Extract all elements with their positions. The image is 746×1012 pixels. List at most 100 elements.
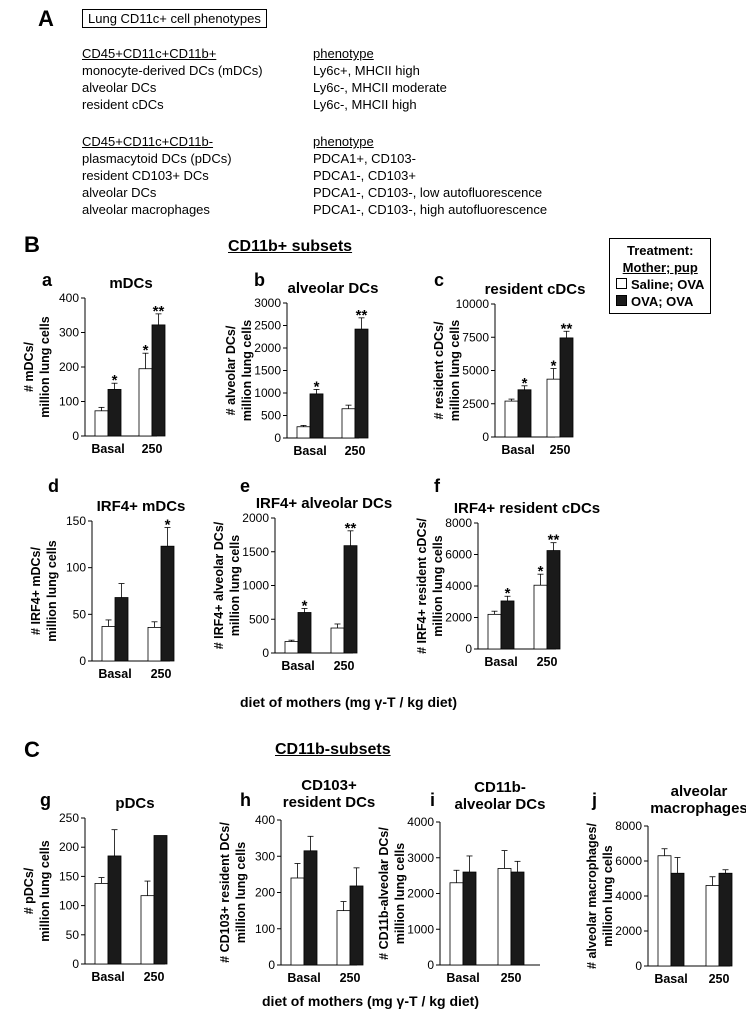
- significance-c-1-1: **: [561, 320, 573, 337]
- y-tick-label-h-0: 0: [268, 958, 275, 972]
- y-axis-label-c-1: million lung cells: [448, 320, 462, 421]
- y-axis-label-h-0: # CD103+ resident DCs/: [218, 822, 232, 963]
- y-tick-label-a-3: 300: [59, 326, 79, 340]
- significance-c-0-1: *: [551, 358, 557, 375]
- group1-phen-0: Ly6c+, MHCII high: [313, 63, 420, 78]
- x-axis-label-c: diet of mothers (mg γ-T / kg diet): [262, 993, 480, 1009]
- chart-title-h-1: resident DCs: [283, 794, 376, 811]
- x-axis-label-b: diet of mothers (mg γ-T / kg diet): [240, 694, 458, 710]
- y-tick-label-a-1: 100: [59, 395, 79, 409]
- bar-g-ova-1: [153, 835, 168, 965]
- y-axis-label-b-1: million lung cells: [240, 320, 254, 421]
- y-axis-label-e-0: # IRF4+ alveolar DCs/: [212, 521, 226, 649]
- y-tick-label-c-1: 2500: [462, 397, 489, 411]
- section-b-label: B: [24, 232, 40, 257]
- y-tick-label-i-4: 4000: [407, 815, 434, 829]
- group1-header: CD45+CD11c+CD11b+: [82, 46, 217, 61]
- x-tick-label-c-0: Basal: [501, 443, 534, 457]
- group2-phen-0: PDCA1+, CD103-: [313, 151, 416, 166]
- y-axis-label-d-0: # IRF4+ mDCs/: [29, 547, 43, 635]
- y-tick-label-i-1: 1000: [407, 922, 434, 936]
- y-tick-label-f-0: 0: [465, 642, 472, 656]
- y-tick-label-e-2: 1000: [242, 579, 269, 593]
- x-tick-label-i-0: Basal: [446, 971, 479, 985]
- y-tick-label-f-1: 2000: [445, 611, 472, 625]
- y-tick-label-e-1: 500: [249, 612, 269, 626]
- y-tick-label-i-3: 3000: [407, 851, 434, 865]
- y-axis-label-c-0: # resident cDCs/: [432, 321, 446, 419]
- y-axis-label-j-0: # alveolar macrophages/: [585, 823, 599, 969]
- section-c-label: C: [24, 737, 40, 762]
- legend-title: Treatment:: [626, 243, 694, 258]
- x-tick-label-j-1: 250: [709, 972, 730, 986]
- bar-j-ova-1: [718, 872, 733, 967]
- chart-title-i-1: alveolar DCs: [455, 796, 546, 813]
- significance-d-1-1: *: [165, 517, 171, 534]
- y-tick-label-j-4: 8000: [615, 819, 642, 833]
- x-tick-label-e-1: 250: [334, 659, 355, 673]
- y-tick-label-a-0: 0: [72, 429, 79, 443]
- x-tick-label-d-1: 250: [151, 667, 172, 681]
- significance-b-1-0: *: [314, 378, 320, 395]
- y-tick-label-f-3: 6000: [445, 548, 472, 562]
- group2-cell-3: alveolar macrophages: [82, 202, 210, 217]
- bar-j-saline-0: [657, 855, 672, 967]
- x-tick-label-f-0: Basal: [484, 655, 517, 669]
- chart-title-e: IRF4+ alveolar DCs: [256, 495, 392, 512]
- y-axis-label-g-1: million lung cells: [38, 840, 52, 941]
- group2-phen-2: PDCA1-, CD103-, low autofluorescence: [313, 185, 543, 200]
- chart-title-j-1: macrophages: [650, 800, 746, 817]
- y-axis-label-f-0: # IRF4+ resident cDCs/: [415, 518, 429, 654]
- group1-cell-2: resident cDCs: [82, 97, 164, 112]
- y-axis-label-j-1: million lung cells: [601, 845, 615, 946]
- phenotype-column-2: phenotype PDCA1+, CD103- PDCA1-, CD103+ …: [313, 133, 547, 218]
- y-axis-label-h-1: million lung cells: [234, 842, 248, 943]
- y-tick-label-i-2: 2000: [407, 887, 434, 901]
- x-tick-label-j-0: Basal: [654, 972, 687, 986]
- y-axis-label-e-1: million lung cells: [228, 535, 242, 636]
- legend-item-saline: Saline; OVA: [616, 276, 704, 293]
- y-axis-label-i-0: # CD11b-alveolar DCs/: [377, 827, 391, 960]
- group2-phen-3: PDCA1-, CD103-, high autofluorescence: [313, 202, 548, 217]
- phenotype-column-1: phenotype Ly6c+, MHCII high Ly6c-, MHCII…: [313, 45, 447, 113]
- y-axis-label-a-0: # mDCs/: [22, 341, 36, 392]
- y-tick-label-j-0: 0: [635, 959, 642, 973]
- bar-j-ova-0: [670, 872, 685, 967]
- y-tick-label-c-2: 5000: [462, 364, 489, 378]
- group2-phen-1: PDCA1-, CD103+: [313, 168, 416, 183]
- group2-cell-2: alveolar DCs: [82, 185, 157, 200]
- x-tick-label-e-0: Basal: [281, 659, 314, 673]
- group1-phenotype-header: phenotype: [313, 46, 374, 61]
- y-tick-label-d-3: 150: [66, 514, 86, 528]
- x-tick-label-h-0: Basal: [287, 971, 320, 985]
- panel-label-a: a: [42, 270, 53, 290]
- section-a-label: A: [38, 6, 54, 31]
- chart-title-h-0: CD103+: [301, 777, 357, 794]
- panel-label-g: g: [40, 790, 51, 810]
- y-tick-label-d-1: 50: [73, 607, 87, 621]
- legend-item-ova: OVA; OVA: [616, 293, 704, 310]
- legend-swatch-saline: [616, 278, 627, 289]
- treatment-legend: Treatment: Mother; pup Saline; OVA OVA; …: [609, 238, 712, 314]
- y-tick-label-d-2: 100: [66, 561, 86, 575]
- legend-subtitle: Mother; pup: [622, 260, 698, 275]
- y-tick-label-a-2: 200: [59, 360, 79, 374]
- y-axis-label-g-0: # pDCs/: [22, 867, 36, 914]
- y-tick-label-g-1: 50: [66, 928, 80, 942]
- group1-cell-1: alveolar DCs: [82, 80, 157, 95]
- significance-a-1-1: **: [153, 303, 165, 320]
- y-tick-label-j-2: 4000: [615, 889, 642, 903]
- y-tick-label-c-3: 7500: [462, 330, 489, 344]
- y-tick-label-g-4: 200: [59, 840, 79, 854]
- chart-title-b: alveolar DCs: [288, 280, 379, 297]
- y-tick-label-j-1: 2000: [615, 924, 642, 938]
- y-axis-label-b-0: # alveolar DCs/: [224, 325, 238, 415]
- y-tick-label-e-4: 2000: [242, 511, 269, 525]
- y-tick-label-b-4: 2000: [254, 341, 281, 355]
